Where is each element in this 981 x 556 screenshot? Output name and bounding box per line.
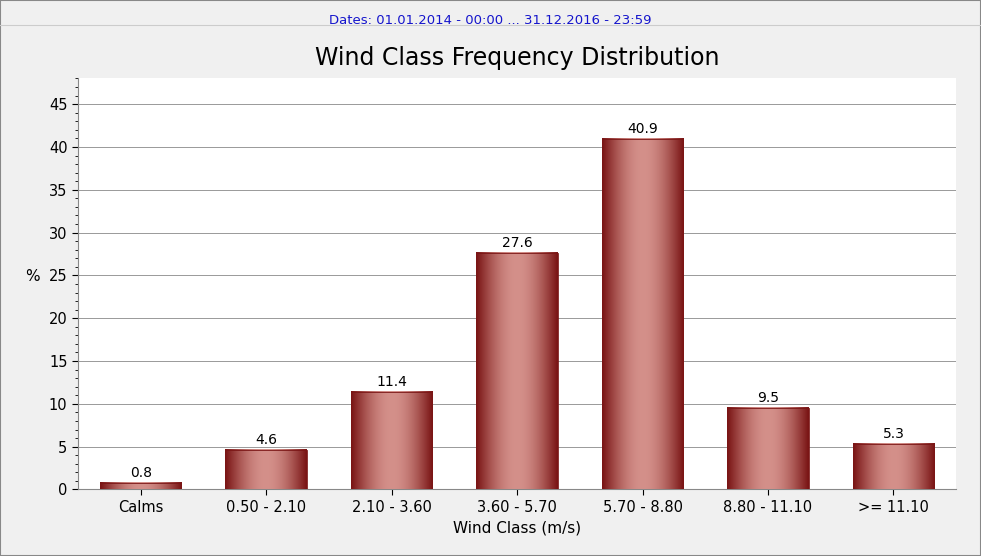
Bar (351, 392, 433, 489)
Title: Wind Class Frequency Distribution: Wind Class Frequency Distribution (315, 46, 719, 70)
Text: 5.3: 5.3 (883, 427, 904, 441)
X-axis label: Wind Class (m/s): Wind Class (m/s) (453, 520, 581, 535)
Bar (601, 139, 684, 489)
Text: 4.6: 4.6 (255, 433, 278, 447)
Bar (100, 483, 181, 489)
Bar (477, 253, 558, 489)
Text: 9.5: 9.5 (757, 391, 779, 405)
Text: Dates: 01.01.2014 - 00:00 ... 31.12.2016 - 23:59: Dates: 01.01.2014 - 00:00 ... 31.12.2016… (330, 14, 651, 27)
Text: 40.9: 40.9 (627, 122, 658, 136)
Text: 11.4: 11.4 (376, 375, 407, 389)
Text: 27.6: 27.6 (501, 236, 533, 250)
Bar (727, 408, 808, 489)
Bar (852, 444, 934, 489)
Bar (226, 450, 307, 489)
Y-axis label: %: % (25, 269, 39, 284)
Text: 0.8: 0.8 (129, 465, 152, 480)
